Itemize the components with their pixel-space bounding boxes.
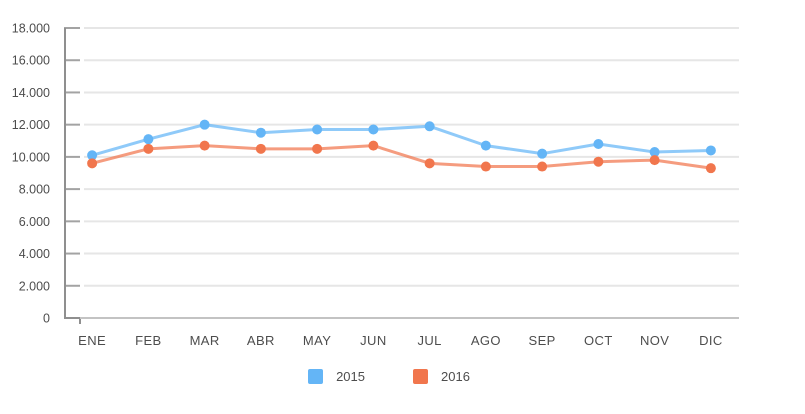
data-point-2016-jul[interactable]	[424, 158, 435, 169]
data-point-2016-ago[interactable]	[480, 161, 491, 172]
x-axis-label-may: MAY	[303, 333, 331, 348]
line-chart: 0 2.000 4.000 6.000 8.000 10.000 12.000 14.000 1…	[12, 22, 739, 348]
y-axis-tick-label: 6.000	[19, 215, 50, 229]
y-axis-tick-label: 16.000	[12, 54, 50, 68]
data-point-2015-nov[interactable]	[649, 147, 660, 158]
data-point-2016-oct[interactable]	[593, 156, 604, 167]
data-point-2015-mar[interactable]	[199, 119, 210, 130]
series-line-2016	[90, 144, 713, 170]
data-point-2016-mar[interactable]	[199, 140, 210, 151]
data-point-2015-feb[interactable]	[143, 134, 154, 145]
data-point-2015-abr[interactable]	[255, 127, 266, 138]
legend-swatch-2015	[308, 369, 324, 384]
data-point-2015-jun[interactable]	[368, 124, 379, 135]
x-axis-label-jul: JUL	[417, 333, 441, 348]
data-point-2016-jun[interactable]	[368, 140, 379, 151]
x-axis-label-abr: ABR	[247, 333, 275, 348]
y-axis-tick-label: 4.000	[19, 247, 50, 261]
data-point-2016-nov[interactable]	[649, 155, 660, 166]
legend-item-2016[interactable]: 2016	[413, 369, 470, 384]
y-axis-tick-label: 2.000	[19, 279, 50, 293]
legend-label: 2016	[441, 369, 470, 384]
data-point-2016-may[interactable]	[312, 143, 323, 154]
series-line-2015	[90, 123, 713, 157]
x-axis-label-oct: OCT	[584, 333, 613, 348]
x-axis-label-dic: DIC	[699, 333, 723, 348]
x-axis-label-ene: ENE	[78, 333, 106, 348]
x-axis-label-feb: FEB	[135, 333, 161, 348]
x-axis-label-nov: NOV	[640, 333, 669, 348]
data-point-2016-dic[interactable]	[705, 163, 716, 174]
y-axis-tick-label: 0	[43, 312, 50, 326]
x-axis-label-ago: AGO	[471, 333, 501, 348]
legend-swatch-2016	[413, 369, 428, 384]
data-point-2015-ago[interactable]	[480, 140, 491, 151]
y-axis-tick-label: 12.000	[12, 118, 50, 132]
data-point-2016-feb[interactable]	[143, 143, 154, 154]
y-axis-tick-label: 18.000	[12, 22, 50, 36]
y-axis-tick-label: 10.000	[12, 150, 50, 164]
data-point-2015-may[interactable]	[312, 124, 323, 135]
data-point-2015-oct[interactable]	[593, 139, 604, 149]
chart-legend: 2015 2016	[0, 369, 778, 384]
y-axis-tick-label: 8.000	[19, 183, 50, 197]
data-point-2015-sep[interactable]	[537, 148, 548, 159]
data-point-2015-jul[interactable]	[424, 121, 435, 132]
y-axis-tick-label: 14.000	[12, 86, 50, 100]
data-point-2015-ene[interactable]	[87, 150, 98, 161]
x-axis-label-mar: MAR	[190, 333, 220, 348]
legend-label: 2015	[336, 369, 365, 384]
data-point-2016-ene[interactable]	[87, 158, 98, 169]
x-axis-label-jun: JUN	[360, 333, 386, 348]
data-point-2015-dic[interactable]	[705, 145, 716, 156]
data-point-2016-sep[interactable]	[537, 161, 548, 172]
legend-item-2015[interactable]: 2015	[308, 369, 365, 384]
data-point-2016-abr[interactable]	[255, 143, 266, 154]
x-axis-label-sep: SEP	[529, 333, 556, 348]
